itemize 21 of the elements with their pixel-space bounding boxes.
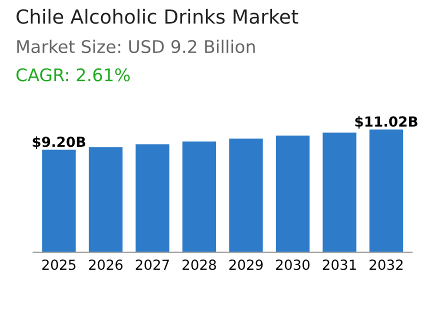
data-label: $11.02B [355, 116, 418, 129]
x-tick-label: 2025 [42, 260, 76, 270]
bar [136, 144, 170, 252]
x-tick-label: 2031 [322, 260, 356, 270]
bar [88, 147, 123, 252]
bar [276, 136, 310, 252]
bar [42, 150, 76, 252]
chart-title: Chile Alcoholic Drinks Market [16, 8, 298, 24]
x-tick-label: 2032 [370, 260, 403, 270]
bar [182, 142, 216, 252]
chart-subtitle: Market Size: USD 9.2 Billion [17, 40, 255, 54]
x-tick-label: 2030 [276, 260, 310, 270]
x-tick-label: 2028 [182, 260, 216, 270]
x-tick-label: 2029 [229, 260, 263, 270]
bar [229, 138, 263, 252]
text: CAGR: 2.61% [16, 68, 130, 82]
x-tick-label: 2027 [136, 260, 169, 270]
x-tick-label: 2026 [89, 260, 123, 270]
bar [322, 132, 356, 252]
bar [369, 129, 404, 252]
data-label: $9.20B [32, 136, 86, 149]
